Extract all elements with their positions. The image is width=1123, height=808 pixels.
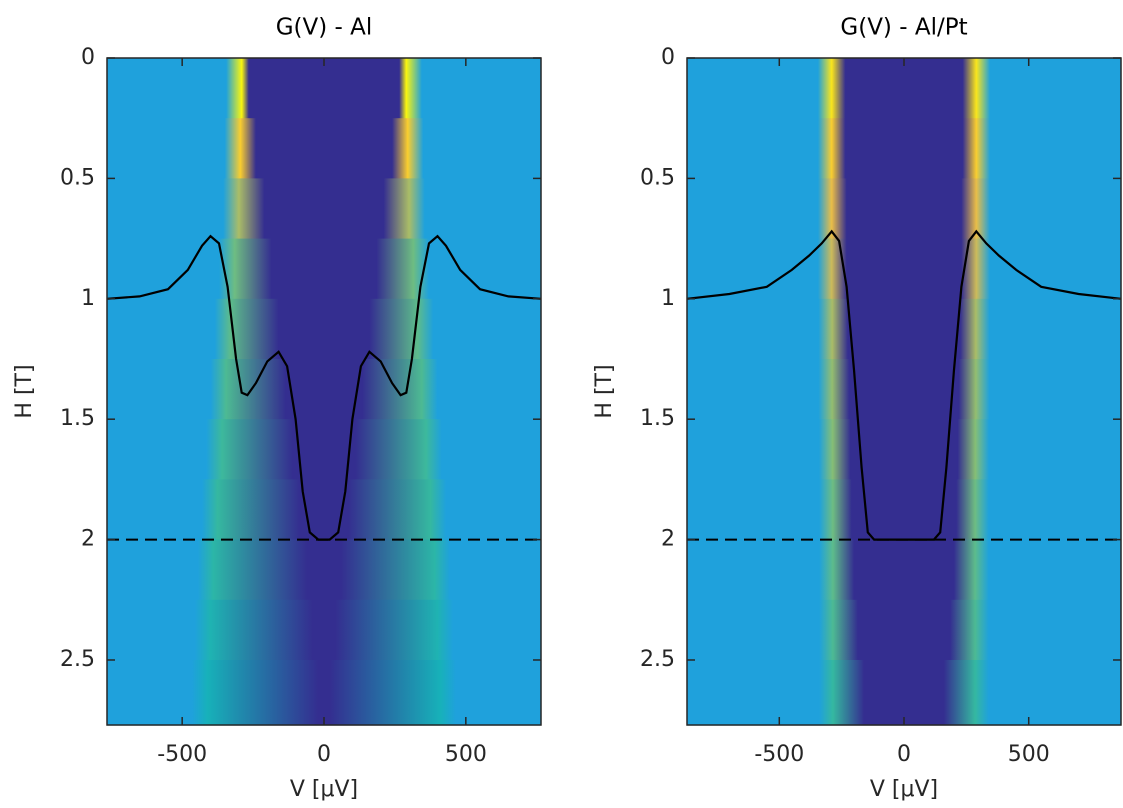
y-tick-label: 0 <box>661 45 675 70</box>
heatmap-row <box>687 178 1121 240</box>
x-tick-label: -500 <box>754 742 804 767</box>
heatmap-row <box>107 479 541 541</box>
y-tick-label: 0.5 <box>60 165 95 190</box>
heatmap-row <box>687 58 1121 119</box>
y-axis-label: H [T] <box>592 364 617 418</box>
x-tick-label: 0 <box>897 742 911 767</box>
y-tick-label: 1 <box>661 286 675 311</box>
heatmap-row <box>107 118 541 179</box>
y-tick-label: 2.5 <box>60 647 95 672</box>
y-tick-label: 1.5 <box>60 406 95 431</box>
heatmap-row <box>107 58 541 119</box>
chart-title: G(V) - Al <box>276 15 373 41</box>
x-tick-label: 500 <box>445 742 487 767</box>
y-tick-label: 0 <box>81 45 95 70</box>
heatmap-row <box>687 659 1121 726</box>
heatmap-row <box>107 178 541 240</box>
x-tick-label: 500 <box>1008 742 1050 767</box>
heatmap-row <box>687 298 1121 360</box>
heatmap-row <box>687 358 1121 420</box>
heatmap-row <box>107 539 541 601</box>
x-tick-label: -500 <box>157 742 207 767</box>
heatmap-row <box>687 479 1121 541</box>
heatmap-row <box>107 419 541 480</box>
heatmap-row <box>107 659 541 726</box>
x-tick-label: 0 <box>317 742 331 767</box>
heatmap-row <box>687 599 1121 661</box>
heatmap-row <box>687 539 1121 601</box>
y-tick-label: 2.5 <box>640 647 675 672</box>
y-tick-label: 1.5 <box>640 406 675 431</box>
heatmap-row <box>107 358 541 420</box>
heatmap-row <box>107 238 541 300</box>
x-axis-label: V [μV] <box>870 777 938 802</box>
heatmap-row <box>107 298 541 360</box>
heatmap-row <box>687 118 1121 179</box>
y-tick-label: 2 <box>81 527 95 552</box>
heatmap-row <box>107 599 541 661</box>
y-tick-label: 0.5 <box>640 165 675 190</box>
chart-title: G(V) - Al/Pt <box>840 15 967 41</box>
heatmap-row <box>687 419 1121 480</box>
y-tick-label: 2 <box>661 527 675 552</box>
y-axis-label: H [T] <box>12 364 37 418</box>
x-axis-label: V [μV] <box>290 777 358 802</box>
y-tick-label: 1 <box>81 286 95 311</box>
